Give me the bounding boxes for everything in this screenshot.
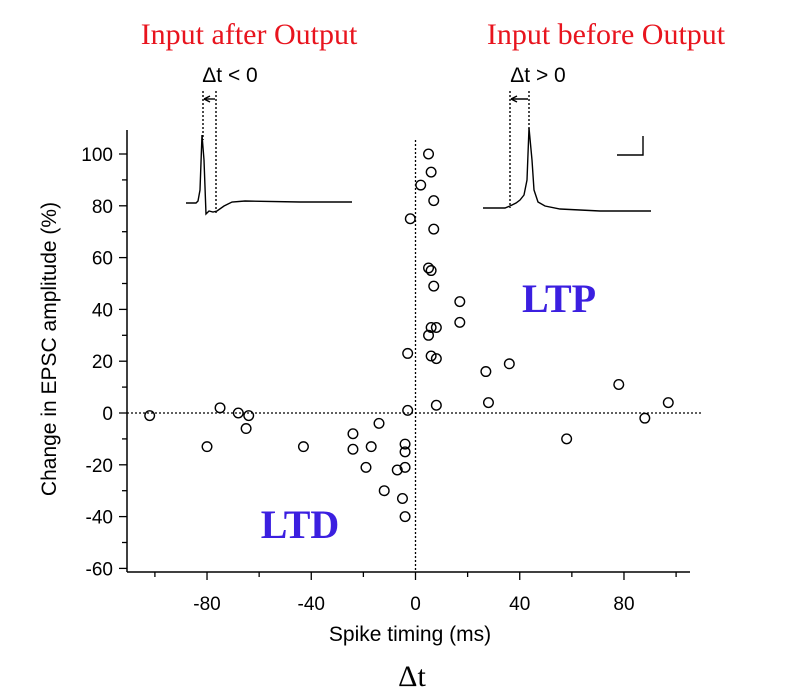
data-point [425,350,437,362]
x-tick-label: 80 [613,594,634,615]
delta-t-negative-label: Δt < 0 [202,64,257,87]
data-point [347,428,359,440]
scale-bar [617,136,644,156]
y-axis-title: Change in EPSC amplitude (%) [38,202,61,496]
data-point [399,511,411,523]
data-point [402,404,414,416]
data-point [214,402,226,414]
data-point [378,485,390,497]
data-point [425,322,437,334]
x-tick-label: -80 [193,594,220,615]
data-point [613,379,625,391]
data-point [454,296,466,308]
delta-t-positive-label: Δt > 0 [510,64,565,87]
data-point [480,366,492,378]
x-axis-title: Spike timing (ms) [329,623,491,646]
y-tick-label: -20 [86,456,113,477]
data-point [482,397,494,409]
input-before-output-title: Input before Output [487,18,726,51]
data-point [428,280,440,292]
inset-right-arrowhead [510,95,518,103]
reference-lines [127,140,702,572]
x-ticks: -80 -40 0 40 80 [154,572,677,615]
data-point [423,329,435,341]
y-tick-label: -60 [86,559,113,580]
data-point [561,433,573,445]
data-point [399,461,411,473]
data-point [399,446,411,458]
ltd-label: LTD [261,502,340,547]
data-point [415,179,427,191]
input-after-output-title: Input after Output [141,18,358,51]
data-points [144,148,674,523]
axes [126,130,690,573]
data-point [360,461,372,473]
data-point [425,166,437,178]
data-point [430,399,442,411]
y-tick-label: 40 [92,300,113,321]
data-point [430,353,442,365]
x-tick-label: 0 [410,594,421,615]
x-tick-label: 40 [509,594,530,615]
data-point [402,347,414,359]
data-point [201,441,213,453]
y-ticks: -60 -40 -20 0 20 40 60 80 100 [81,145,127,580]
inset-left-arrowhead [203,95,211,103]
inset-right-waveform [483,127,651,212]
data-point [662,397,674,409]
left-inset-trace [186,91,352,216]
data-point [399,438,411,450]
data-point [297,441,309,453]
data-point [243,410,255,422]
data-point [428,223,440,235]
data-point [639,412,651,424]
y-tick-label: 80 [92,197,113,218]
data-point [240,423,252,435]
ltp-label: LTP [522,276,596,321]
data-point [365,441,377,453]
y-tick-label: 100 [81,145,113,166]
y-tick-label: 0 [102,404,113,425]
data-point [232,407,244,419]
data-point [423,262,435,274]
data-point [430,322,442,334]
data-point [404,213,416,225]
data-point [428,195,440,207]
x-tick-label: -40 [298,594,325,615]
data-point [396,492,408,504]
data-point [373,417,385,429]
data-point [391,464,403,476]
data-point [144,410,156,422]
data-point [423,148,435,160]
data-point [347,443,359,455]
data-point [425,265,437,277]
delta-t-footer: Δt [398,660,426,693]
inset-left-waveform [186,134,352,216]
y-tick-label: 60 [92,249,113,270]
data-point [454,316,466,328]
y-tick-label: 20 [92,352,113,373]
right-inset-trace [483,91,651,212]
y-tick-label: -40 [86,508,113,529]
data-point [503,358,515,370]
